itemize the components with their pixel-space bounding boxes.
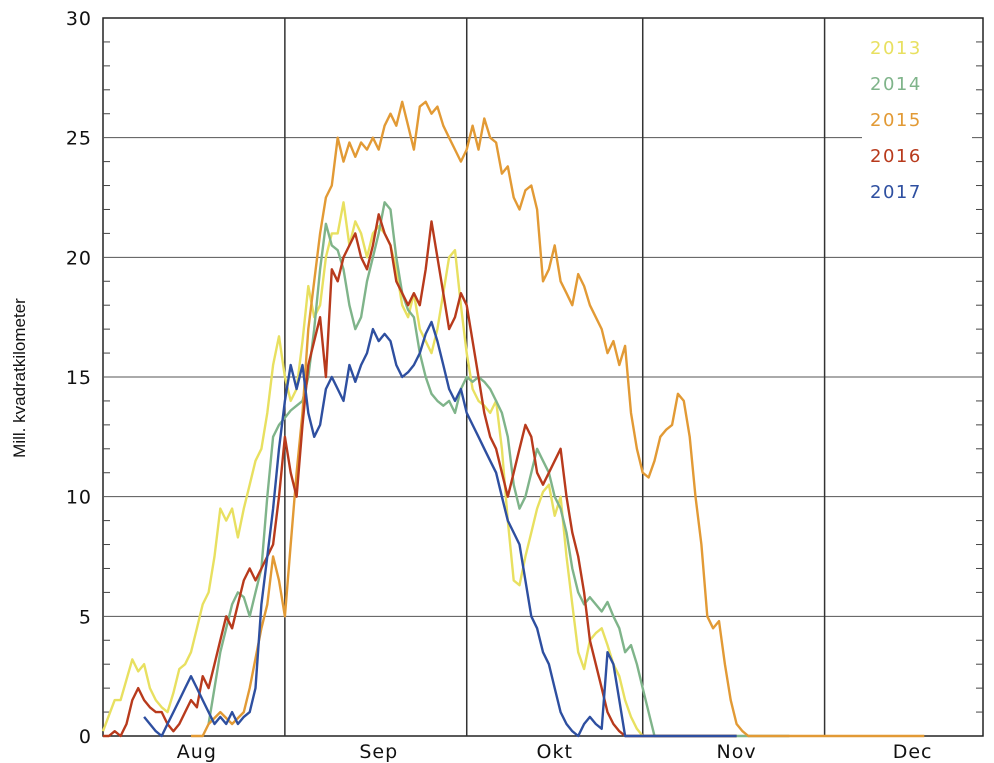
x-tick-label-Nov: Nov <box>717 741 757 763</box>
y-tick-label-15: 15 <box>66 367 92 389</box>
y-tick-label-5: 5 <box>79 606 92 628</box>
legend-item-2014: 2014 <box>870 74 922 95</box>
x-tick-label-Okt: Okt <box>537 741 573 763</box>
y-tick-label-10: 10 <box>66 487 92 509</box>
y-tick-labels: 0 5 10 15 20 25 30 <box>66 8 92 748</box>
x-tick-labels: Aug Sep Okt Nov Dec <box>177 741 933 763</box>
minor-ticks <box>103 41 983 713</box>
series-lines <box>101 100 925 738</box>
y-tick-label-25: 25 <box>66 128 92 150</box>
y-tick-label-0: 0 <box>79 726 92 748</box>
x-tick-label-Aug: Aug <box>177 741 217 763</box>
x-tick-label-Sep: Sep <box>359 741 398 763</box>
legend-item-2017: 2017 <box>870 182 922 203</box>
series-line-2013 <box>101 201 737 738</box>
y-tick-label-20: 20 <box>66 247 92 269</box>
x-tick-label-Dec: Dec <box>893 741 933 763</box>
legend: 2013 2014 2015 2016 2017 <box>862 30 972 235</box>
legend-item-2015: 2015 <box>870 110 922 131</box>
y-tick-label-30: 30 <box>66 8 92 30</box>
legend-item-2013: 2013 <box>870 38 922 59</box>
legend-box <box>862 30 972 235</box>
series-line-2015 <box>191 100 925 738</box>
series-line-2017 <box>143 320 737 738</box>
legend-item-2016: 2016 <box>870 146 922 167</box>
